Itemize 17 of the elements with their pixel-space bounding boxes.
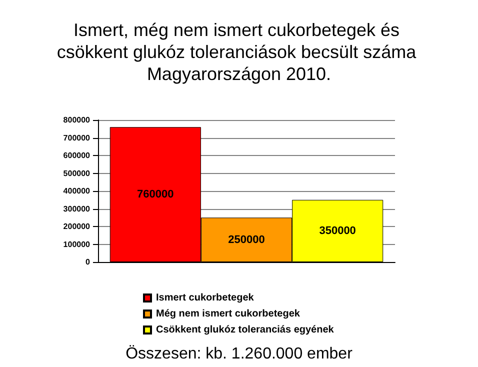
y-tick-label: 600000 xyxy=(63,151,91,160)
text: Összesen: kb. 1.260.000 ember xyxy=(126,344,354,362)
y-tick-label: 300000 xyxy=(63,204,91,214)
y-tick-label: 500000 xyxy=(63,168,91,178)
y-tick-label: 100000 xyxy=(63,240,91,249)
y-tick-label: 200000 xyxy=(63,222,91,231)
data-label: 350000 xyxy=(319,224,356,237)
y-tick-label: 700000 xyxy=(63,133,91,142)
data-label: 250000 xyxy=(228,234,265,246)
legend-label: Még nem ismert cukorbetegek xyxy=(156,308,300,320)
y-tick-label: 800000 xyxy=(63,116,91,124)
y-tick-label: 400000 xyxy=(63,186,91,196)
legend-label: Ismert cukorbetegek xyxy=(156,292,254,304)
legend-label: Csökkent glukóz toleranciás egyének xyxy=(156,324,334,336)
y-tick-label: 0 xyxy=(86,258,91,266)
data-label: 760000 xyxy=(137,188,174,201)
chart-title: Ismert, még nem ismert cukorbetegek és csökkent glukóz toleranciások becsült száma Magyarországon 2010. xyxy=(56,20,422,84)
